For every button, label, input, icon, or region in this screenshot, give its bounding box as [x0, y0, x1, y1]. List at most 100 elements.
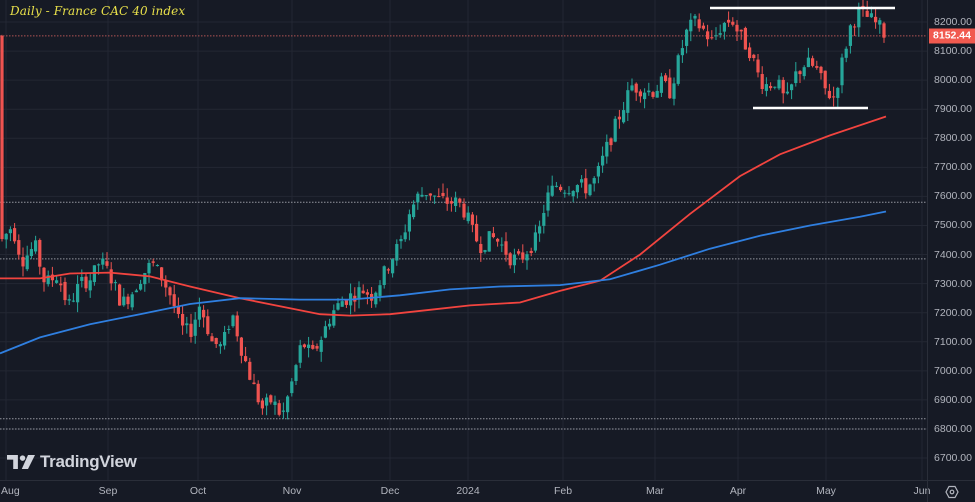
- candle-up: [420, 194, 424, 197]
- moving-average-blue-line: [0, 210, 887, 355]
- candle-up: [395, 244, 399, 261]
- candle-down: [252, 382, 256, 385]
- candle-up: [848, 25, 852, 46]
- candle-down: [496, 238, 500, 242]
- candle-down: [752, 54, 756, 59]
- candle-up: [714, 35, 718, 37]
- time-axis[interactable]: Aug Sep Oct Nov Dec 2024 Feb Mar Apr May Jun: [0, 480, 930, 502]
- price-axis[interactable]: 8200.00 8100.00 8000.00 7900.00 7800.00 7700.…: [927, 0, 975, 480]
- candle-up: [869, 13, 873, 18]
- candle-down: [84, 276, 88, 289]
- candle-up: [655, 90, 659, 98]
- candle-down: [479, 243, 483, 254]
- candle-up: [25, 255, 29, 270]
- candle-up: [802, 67, 806, 77]
- candle-down: [521, 252, 525, 260]
- candle-down: [668, 77, 672, 99]
- candle-up: [676, 55, 680, 84]
- candle-down: [361, 290, 365, 294]
- candle-down: [609, 138, 613, 146]
- candle-down: [706, 31, 710, 40]
- candle-down: [811, 58, 815, 66]
- candle-up: [67, 299, 71, 301]
- candle-down: [517, 251, 521, 254]
- candle-down: [181, 313, 185, 326]
- candle-down: [701, 25, 705, 29]
- candle-down: [38, 240, 42, 267]
- candle-down: [277, 403, 281, 415]
- candle-up: [46, 275, 50, 285]
- candle-down: [756, 59, 760, 73]
- candle-down: [798, 71, 802, 75]
- candle-up: [630, 85, 634, 91]
- time-tick: Feb: [553, 485, 573, 497]
- candle-up: [605, 141, 609, 157]
- candle-down: [819, 66, 823, 74]
- candle-down: [743, 27, 747, 50]
- time-tick: Aug: [1, 485, 20, 497]
- price-tick: 8000.00: [934, 74, 972, 87]
- price-plot[interactable]: [0, 0, 927, 480]
- price-tick: 7700.00: [934, 161, 972, 174]
- candle-up: [290, 381, 294, 394]
- price-tick: 7100.00: [934, 335, 972, 348]
- price-tick: 8200.00: [934, 16, 972, 28]
- candle-up: [512, 254, 516, 266]
- chart-title: Daily - France CAC 40 index: [10, 4, 186, 18]
- candle-up: [122, 296, 126, 306]
- candle-down: [210, 336, 214, 342]
- time-tick: Nov: [282, 485, 302, 497]
- candle-up: [575, 185, 579, 193]
- candle-down: [214, 337, 218, 344]
- candle-down: [21, 257, 25, 267]
- candle-up: [399, 239, 403, 242]
- time-tick: Oct: [189, 485, 207, 497]
- candle-up: [4, 233, 8, 240]
- last-price-label: 8152.44: [929, 28, 975, 44]
- candle-up: [34, 240, 38, 252]
- candle-down: [172, 294, 176, 307]
- time-tick: Apr: [729, 485, 747, 497]
- candle-down: [449, 201, 453, 204]
- candle-up: [80, 276, 84, 281]
- candle-up: [622, 110, 626, 123]
- candle-down: [475, 223, 479, 242]
- candle-down: [617, 116, 621, 120]
- candle-down: [17, 240, 21, 255]
- candle-down: [0, 36, 4, 240]
- candle-down: [874, 16, 878, 23]
- candle-down: [559, 186, 563, 191]
- candle-down: [727, 19, 731, 23]
- time-tick: Sep: [98, 485, 118, 497]
- candle-down: [118, 284, 122, 306]
- candle-up: [407, 214, 411, 232]
- candle-down: [638, 91, 642, 97]
- candle-up: [298, 345, 302, 363]
- candle-up: [336, 303, 340, 310]
- candle-up: [567, 193, 571, 195]
- candle-up: [130, 294, 134, 308]
- candle-down: [386, 269, 390, 271]
- candle-down: [731, 21, 735, 25]
- candle-up: [143, 273, 147, 285]
- candle-down: [269, 395, 273, 403]
- candle-up: [542, 212, 546, 226]
- candle-down: [105, 261, 109, 266]
- price-tick: 6800.00: [934, 422, 972, 435]
- candle-down: [42, 267, 46, 283]
- settings-button[interactable]: [927, 480, 975, 502]
- candle-down: [260, 400, 264, 409]
- candle-up: [357, 287, 361, 300]
- candle-down: [13, 228, 17, 242]
- candle-up: [76, 284, 80, 303]
- candle-up: [139, 283, 143, 290]
- candle-up: [412, 204, 416, 218]
- candle-up: [773, 86, 777, 88]
- candle-up: [273, 401, 277, 406]
- candle-up: [391, 259, 395, 274]
- tradingview-logo[interactable]: TradingView: [7, 452, 137, 472]
- candle-up: [378, 285, 382, 296]
- candle-up: [601, 155, 605, 166]
- candle-down: [470, 214, 474, 225]
